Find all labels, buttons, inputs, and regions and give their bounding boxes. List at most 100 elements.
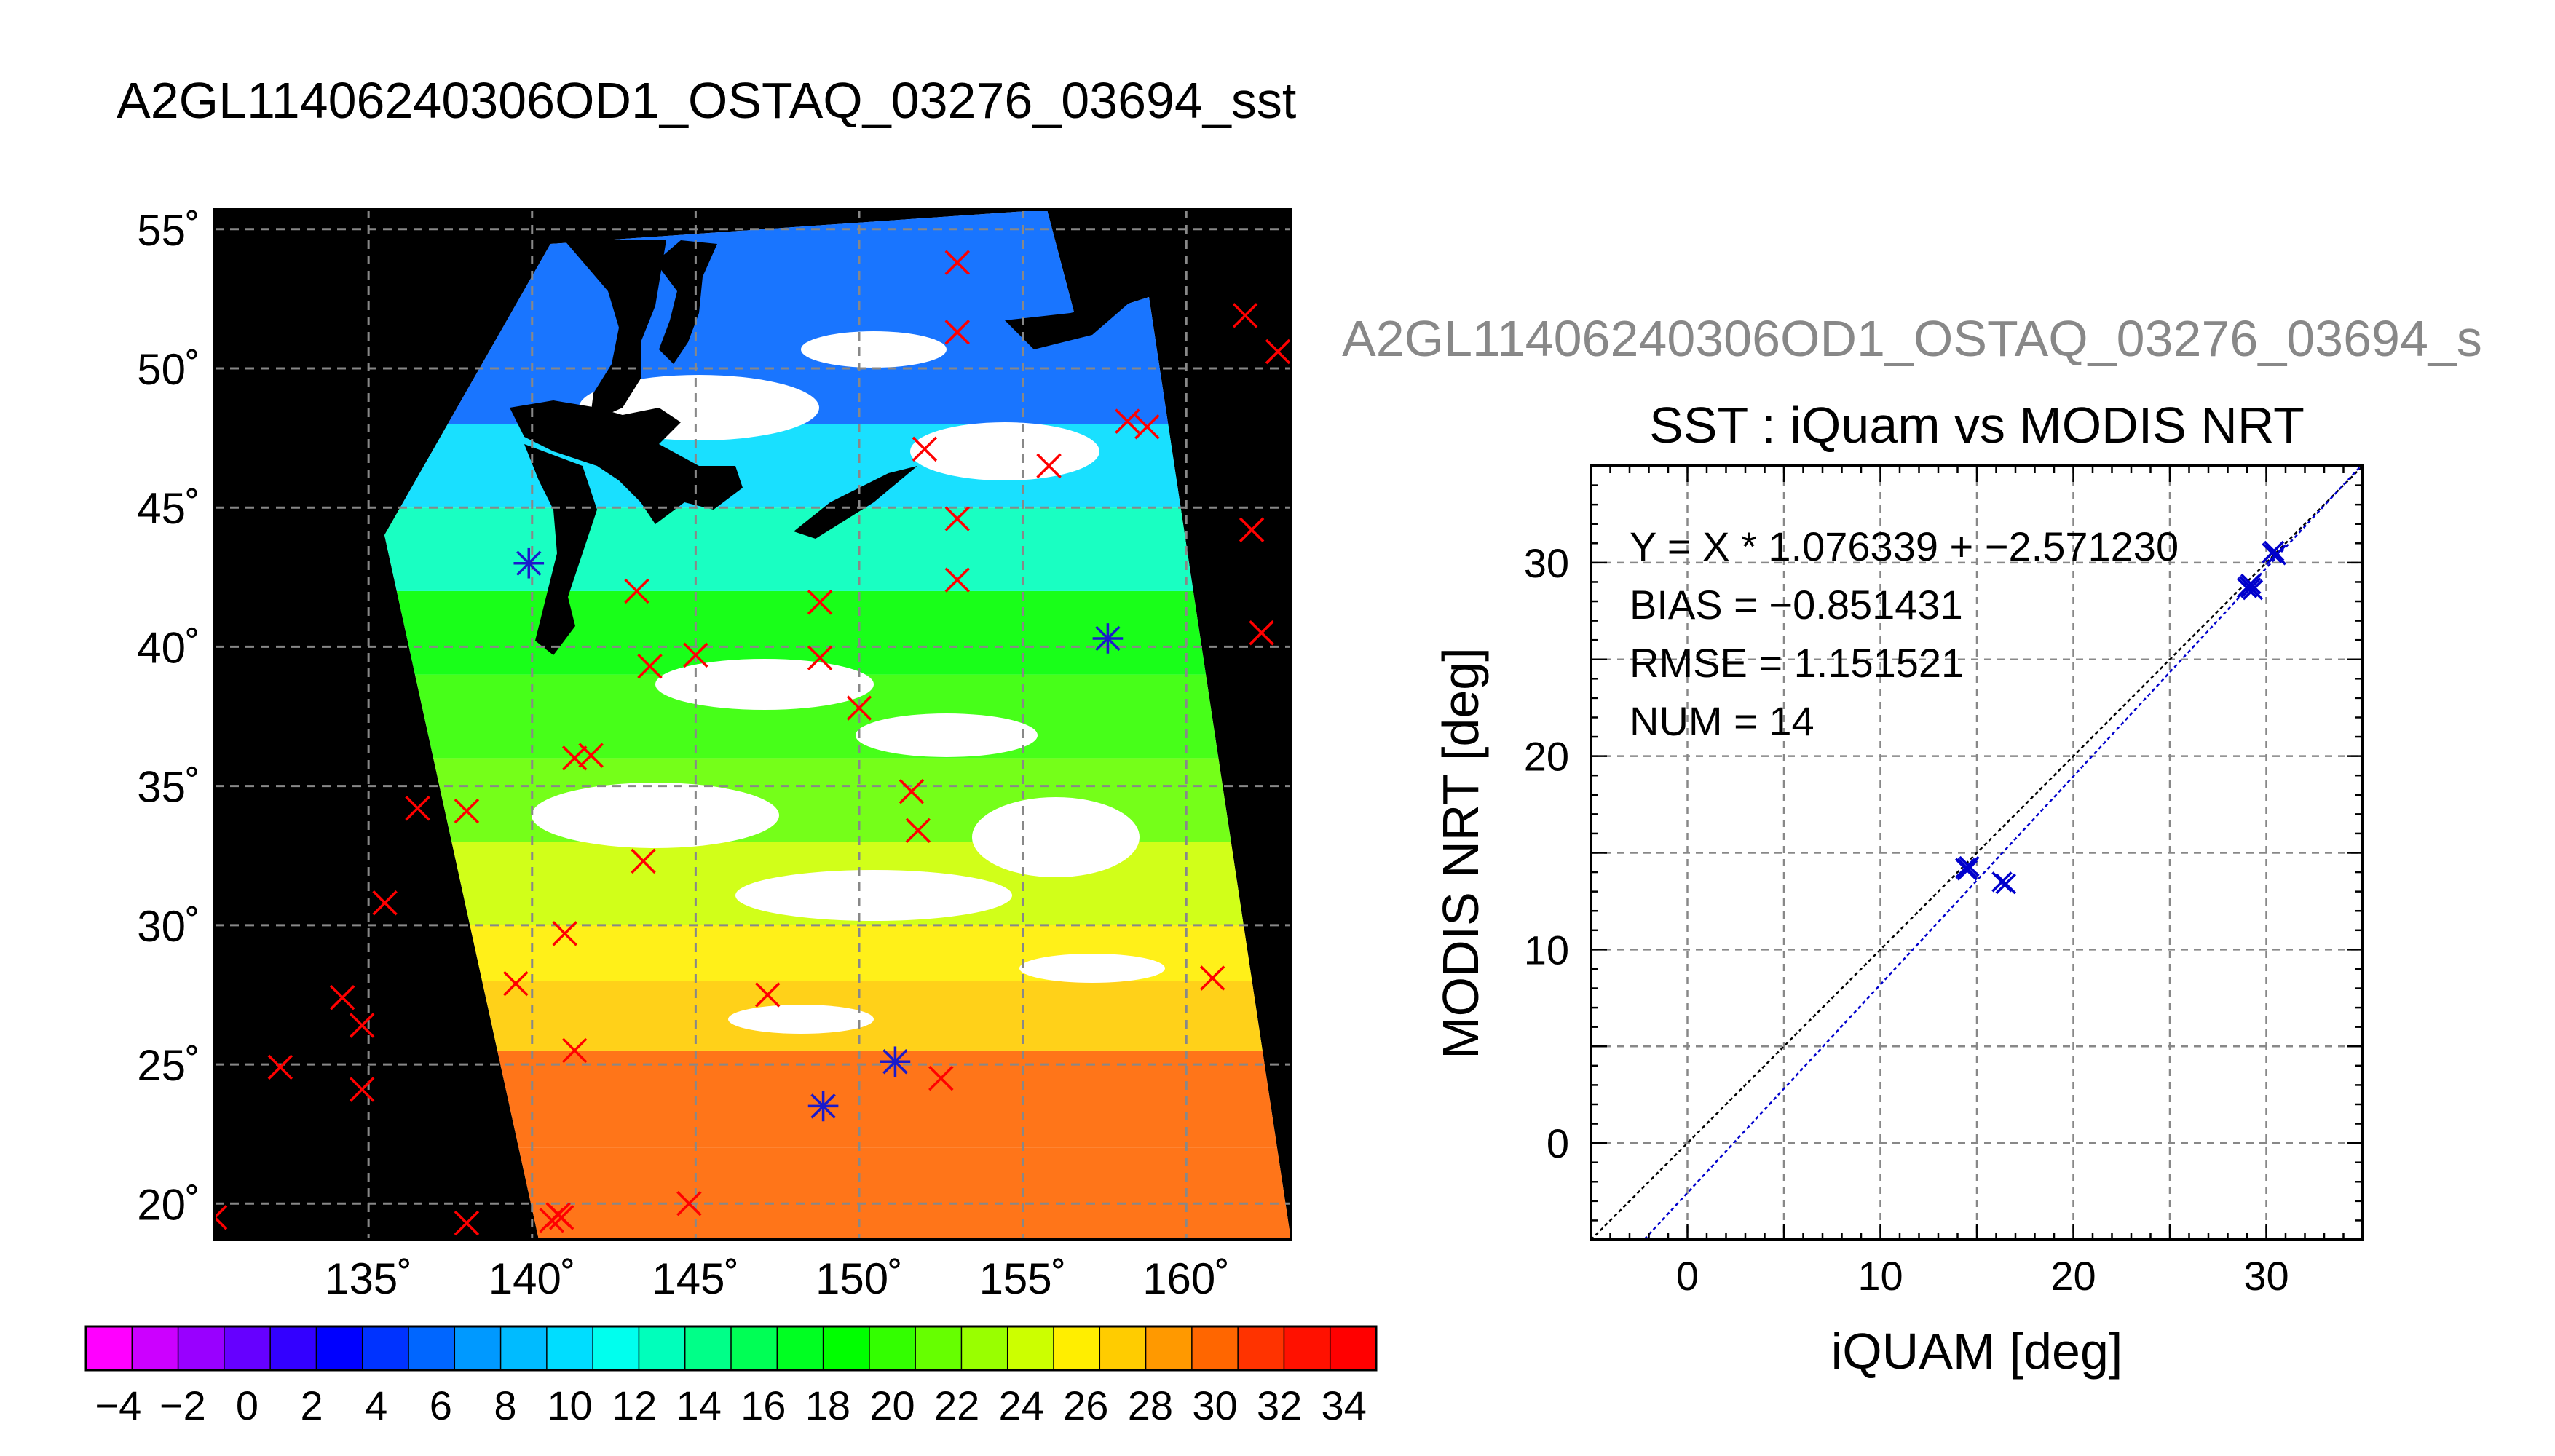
scatter-point-marker bbox=[2240, 577, 2262, 598]
colorbar-cell bbox=[823, 1326, 870, 1370]
colorbar-cell bbox=[1145, 1326, 1193, 1370]
sst-band bbox=[384, 1147, 1291, 1240]
insitu-marker bbox=[624, 578, 649, 604]
colorbar-cell bbox=[639, 1326, 686, 1370]
insitu-marker bbox=[454, 798, 480, 824]
matchup-marker bbox=[807, 1091, 839, 1122]
map-frame bbox=[213, 208, 1292, 1241]
insitu-marker bbox=[944, 567, 971, 593]
scatter-point-marker bbox=[2265, 545, 2286, 566]
insitu-marker bbox=[754, 982, 781, 1008]
colorbar-tick-label: 34 bbox=[1322, 1382, 1367, 1428]
insitu-marker bbox=[637, 653, 663, 679]
cloud-patch bbox=[801, 331, 947, 368]
map-lat-tick-label: 55˚ bbox=[137, 206, 200, 255]
map-lon-tick-label: 155˚ bbox=[979, 1254, 1067, 1303]
landmass bbox=[655, 240, 717, 364]
matchup-marker bbox=[513, 547, 545, 579]
colorbar-cell bbox=[454, 1326, 502, 1370]
scatter-y-tick-label: 0 bbox=[1547, 1120, 1569, 1166]
insitu-marker bbox=[1036, 453, 1062, 479]
colorbar-tick-label: 14 bbox=[676, 1382, 722, 1428]
insitu-marker bbox=[503, 970, 529, 997]
colorbar-cell bbox=[1238, 1326, 1284, 1370]
colorbar-cell bbox=[684, 1326, 732, 1370]
colorbar-tick-label: 0 bbox=[236, 1382, 258, 1428]
scatter-stat-annotation: RMSE = 1.151521 bbox=[1630, 640, 1964, 686]
insitu-marker bbox=[349, 1013, 375, 1038]
scatter-x-tick-label: 30 bbox=[2243, 1253, 2289, 1299]
landmass bbox=[524, 444, 597, 655]
map-lat-tick-label: 20˚ bbox=[137, 1180, 200, 1229]
map-lat-tick-label: 25˚ bbox=[137, 1041, 200, 1090]
insitu-marker bbox=[329, 985, 355, 1010]
sst-band bbox=[384, 758, 1291, 842]
landmass bbox=[564, 240, 666, 422]
sst-band bbox=[384, 590, 1291, 675]
map-lon-tick-label: 150˚ bbox=[816, 1254, 903, 1303]
insitu-marker bbox=[944, 506, 971, 531]
cloud-patch bbox=[735, 870, 1012, 921]
landmass bbox=[794, 466, 917, 539]
insitu-marker bbox=[899, 779, 925, 804]
cloud-patch bbox=[856, 713, 1038, 757]
cloud-patch bbox=[1019, 954, 1165, 983]
colorbar-cell bbox=[1284, 1326, 1331, 1370]
matchup-marker bbox=[880, 1046, 911, 1077]
insitu-marker bbox=[1249, 620, 1274, 646]
colorbar-tick-label: 2 bbox=[301, 1382, 323, 1428]
map-plot-area bbox=[215, 210, 1291, 1240]
landmass bbox=[1005, 297, 1136, 349]
map-lon-tick-label: 145˚ bbox=[652, 1254, 739, 1303]
scatter-x-tick-label: 0 bbox=[1676, 1253, 1699, 1299]
scatter-plot-area bbox=[1591, 466, 2363, 1240]
scatter-y-tick-label: 10 bbox=[1524, 927, 1569, 973]
colorbar-frame bbox=[84, 1325, 1378, 1372]
colorbar-tick-label: 22 bbox=[934, 1382, 979, 1428]
insitu-marker bbox=[454, 1210, 480, 1236]
insitu-marker bbox=[676, 1191, 702, 1216]
scatter-title: SST : iQuam vs MODIS NRT bbox=[1649, 397, 2305, 454]
identity-line bbox=[1591, 466, 2363, 1240]
insitu-marker bbox=[683, 642, 708, 668]
map-lat-tick-label: 30˚ bbox=[137, 902, 200, 951]
cloud-patch bbox=[532, 783, 779, 848]
colorbar-tick-label: 6 bbox=[430, 1382, 452, 1428]
colorbar-tick-label: 26 bbox=[1063, 1382, 1108, 1428]
scatter-point-marker bbox=[1956, 860, 1978, 881]
insitu-marker bbox=[905, 818, 931, 844]
map-lon-tick-label: 135˚ bbox=[325, 1254, 412, 1303]
colorbar-cell bbox=[869, 1326, 916, 1370]
landmass bbox=[510, 400, 743, 524]
scatter-y-axis-label: MODIS NRT [deg] bbox=[1432, 647, 1489, 1059]
insitu-marker bbox=[372, 890, 398, 916]
colorbar-cell bbox=[1191, 1326, 1239, 1370]
colorbar-cell bbox=[362, 1326, 409, 1370]
insitu-marker bbox=[548, 1205, 574, 1230]
scatter-x-axis-label: iQUAM [deg] bbox=[1831, 1323, 2123, 1380]
insitu-marker bbox=[912, 436, 938, 462]
colorbar-tick-label: −2 bbox=[159, 1382, 206, 1428]
insitu-marker bbox=[539, 1207, 564, 1233]
map-lat-tick-label: 50˚ bbox=[137, 345, 200, 394]
insitu-marker bbox=[578, 743, 604, 768]
insitu-marker bbox=[405, 795, 430, 821]
colorbar-cell bbox=[132, 1326, 179, 1370]
colorbar-cell bbox=[1054, 1326, 1100, 1370]
colorbar-cell bbox=[408, 1326, 455, 1370]
cloud-patch bbox=[972, 797, 1140, 877]
map-lat-tick-label: 35˚ bbox=[137, 763, 200, 812]
insitu-marker bbox=[928, 1065, 954, 1091]
colorbar-cell bbox=[1099, 1326, 1147, 1370]
colorbar-tick-label: 10 bbox=[547, 1382, 592, 1428]
sst-band bbox=[384, 1050, 1291, 1148]
colorbar-cell bbox=[270, 1326, 317, 1370]
scatter-stat-annotation: NUM = 14 bbox=[1630, 698, 1814, 744]
insitu-marker bbox=[631, 848, 656, 874]
colorbar-cell bbox=[1007, 1326, 1054, 1370]
insitu-marker bbox=[215, 1205, 228, 1230]
secondary-title: A2GL11406240306OD1_OSTAQ_03276_03694_s bbox=[1342, 310, 2482, 367]
colorbar-cell bbox=[731, 1326, 778, 1370]
scatter-stat-annotation: Y = X * 1.076339 + −2.571230 bbox=[1630, 523, 2179, 569]
